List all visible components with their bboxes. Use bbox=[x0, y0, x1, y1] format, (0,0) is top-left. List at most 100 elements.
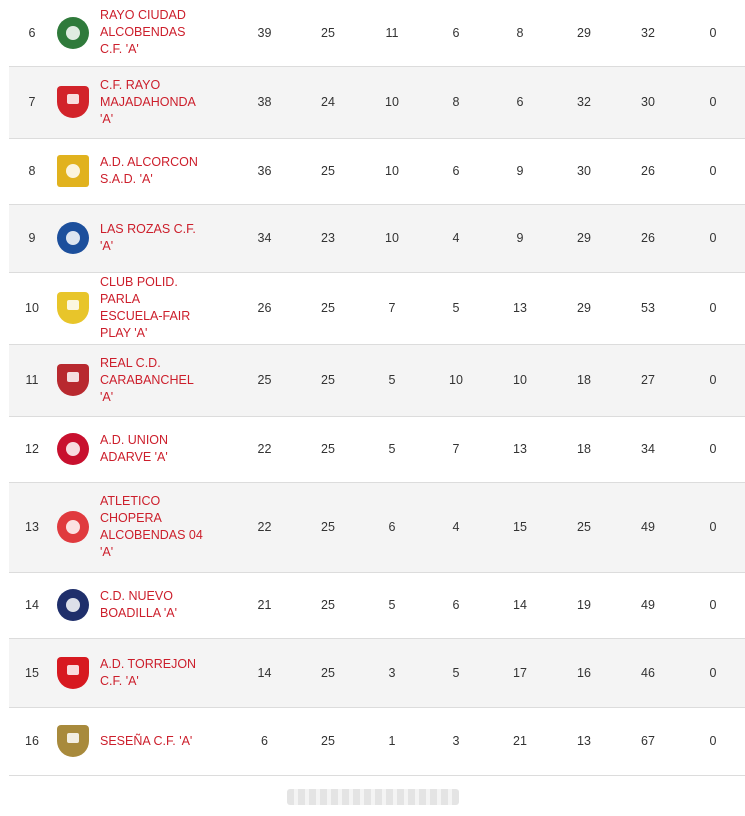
team-link[interactable]: RAYO CIUDAD ALCOBENDAS C.F. 'A' bbox=[100, 8, 186, 57]
won-cell: 5 bbox=[360, 572, 424, 639]
goals-for-cell: 30 bbox=[552, 138, 616, 205]
sanctions-cell: 0 bbox=[680, 204, 745, 273]
sesena-crest-icon bbox=[57, 725, 89, 757]
team-cell: C.D. NUEVO BOADILLA 'A' bbox=[97, 572, 233, 639]
won-cell: 10 bbox=[360, 66, 424, 139]
points-cell: 6 bbox=[233, 707, 296, 776]
won-cell: 7 bbox=[360, 272, 424, 345]
team-cell: CLUB POLID. PARLA ESCUELA-FAIR PLAY 'A' bbox=[97, 272, 233, 345]
sanctions-cell: 0 bbox=[680, 572, 745, 639]
crest-cell bbox=[55, 66, 97, 139]
real-carabanchel-crest-icon bbox=[57, 364, 89, 396]
lost-cell: 14 bbox=[488, 572, 552, 639]
crest-cell bbox=[55, 344, 97, 417]
lost-cell: 15 bbox=[488, 482, 552, 573]
crest-cell bbox=[55, 138, 97, 205]
team-link[interactable]: C.D. NUEVO BOADILLA 'A' bbox=[100, 589, 178, 620]
played-cell: 25 bbox=[296, 572, 360, 639]
atletico-chopera-crest-icon bbox=[57, 511, 89, 543]
played-cell: 25 bbox=[296, 482, 360, 573]
won-cell: 10 bbox=[360, 138, 424, 205]
goals-against-cell: 26 bbox=[616, 138, 680, 205]
lost-cell: 8 bbox=[488, 0, 552, 67]
sanctions-cell: 0 bbox=[680, 638, 745, 708]
team-cell: RAYO CIUDAD ALCOBENDAS C.F. 'A' bbox=[97, 0, 233, 67]
goals-against-cell: 27 bbox=[616, 344, 680, 417]
team-link[interactable]: C.F. RAYO MAJADAHONDA 'A' bbox=[100, 77, 196, 126]
team-link[interactable]: A.D. TORREJON C.F. 'A' bbox=[100, 656, 197, 688]
position-cell: 9 bbox=[9, 204, 55, 273]
goals-against-cell: 26 bbox=[616, 204, 680, 273]
team-cell: LAS ROZAS C.F. 'A' bbox=[97, 204, 233, 273]
team-link[interactable]: A.D. UNION ADARVE 'A' bbox=[100, 433, 169, 464]
standings-body: 6 RAYO CIUDAD ALCOBENDAS C.F. 'A' 39 25 11 6 8… bbox=[9, 0, 745, 776]
played-cell: 25 bbox=[296, 272, 360, 345]
goals-for-cell: 32 bbox=[552, 66, 616, 139]
crest-cell bbox=[55, 707, 97, 776]
drawn-cell: 6 bbox=[424, 572, 488, 639]
goals-against-cell: 32 bbox=[616, 0, 680, 67]
sanctions-cell: 0 bbox=[680, 0, 745, 67]
sanctions-cell: 0 bbox=[680, 344, 745, 417]
points-cell: 36 bbox=[233, 138, 296, 205]
played-cell: 25 bbox=[296, 344, 360, 417]
goals-for-cell: 29 bbox=[552, 204, 616, 273]
points-cell: 25 bbox=[233, 344, 296, 417]
goals-for-cell: 18 bbox=[552, 416, 616, 483]
drawn-cell: 6 bbox=[424, 0, 488, 67]
team-link[interactable]: LAS ROZAS C.F. 'A' bbox=[100, 222, 196, 253]
standings-table: 6 RAYO CIUDAD ALCOBENDAS C.F. 'A' 39 25 11 6 8… bbox=[9, 0, 745, 776]
position-cell: 16 bbox=[9, 707, 55, 776]
position-cell: 8 bbox=[9, 138, 55, 205]
table-row: 13 ATLETICO CHOPERA ALCOBENDAS 04 'A' 22 25… bbox=[9, 482, 745, 573]
drawn-cell: 3 bbox=[424, 707, 488, 776]
table-row: 7 C.F. RAYO MAJADAHONDA 'A' 38 24 10 8 6 32 30 0 bbox=[9, 66, 745, 139]
crest-cell bbox=[55, 482, 97, 573]
played-cell: 25 bbox=[296, 138, 360, 205]
played-cell: 25 bbox=[296, 638, 360, 708]
lost-cell: 13 bbox=[488, 272, 552, 345]
won-cell: 3 bbox=[360, 638, 424, 708]
sanctions-cell: 0 bbox=[680, 707, 745, 776]
played-cell: 25 bbox=[296, 0, 360, 67]
lost-cell: 9 bbox=[488, 204, 552, 273]
goals-against-cell: 67 bbox=[616, 707, 680, 776]
lost-cell: 6 bbox=[488, 66, 552, 139]
points-cell: 39 bbox=[233, 0, 296, 67]
team-cell: A.D. UNION ADARVE 'A' bbox=[97, 416, 233, 483]
table-row: 11 REAL C.D. CARABANCHEL 'A' 25 25 5 10 10 18 27… bbox=[9, 344, 745, 417]
goals-against-cell: 49 bbox=[616, 482, 680, 573]
position-cell: 14 bbox=[9, 572, 55, 639]
team-link[interactable]: SESEÑA C.F. 'A' bbox=[100, 733, 193, 748]
team-link[interactable]: ATLETICO CHOPERA ALCOBENDAS 04 'A' bbox=[100, 494, 203, 559]
position-cell: 15 bbox=[9, 638, 55, 708]
position-cell: 6 bbox=[9, 0, 55, 67]
ad-torrejon-crest-icon bbox=[57, 656, 89, 689]
crest-cell bbox=[55, 204, 97, 273]
sanctions-cell: 0 bbox=[680, 138, 745, 205]
points-cell: 22 bbox=[233, 416, 296, 483]
points-cell: 34 bbox=[233, 204, 296, 273]
team-cell: A.D. ALCORCON S.A.D. 'A' bbox=[97, 138, 233, 205]
table-row: 14 C.D. NUEVO BOADILLA 'A' 21 25 5 6 14 19 49 0 bbox=[9, 572, 745, 639]
position-cell: 7 bbox=[9, 66, 55, 139]
table-row: 6 RAYO CIUDAD ALCOBENDAS C.F. 'A' 39 25 11 6 8… bbox=[9, 0, 745, 67]
goals-for-cell: 25 bbox=[552, 482, 616, 573]
goals-for-cell: 19 bbox=[552, 572, 616, 639]
team-link[interactable]: A.D. ALCORCON S.A.D. 'A' bbox=[100, 155, 198, 186]
played-cell: 25 bbox=[296, 416, 360, 483]
won-cell: 6 bbox=[360, 482, 424, 573]
team-link[interactable]: CLUB POLID. PARLA ESCUELA-FAIR PLAY 'A' bbox=[100, 275, 191, 340]
lost-cell: 10 bbox=[488, 344, 552, 417]
crest-cell bbox=[55, 638, 97, 708]
lost-cell: 9 bbox=[488, 138, 552, 205]
played-cell: 25 bbox=[296, 707, 360, 776]
team-cell: A.D. TORREJON C.F. 'A' bbox=[97, 638, 233, 708]
goals-for-cell: 29 bbox=[552, 0, 616, 67]
goals-for-cell: 29 bbox=[552, 272, 616, 345]
drawn-cell: 5 bbox=[424, 272, 488, 345]
crest-cell bbox=[55, 272, 97, 345]
watermark bbox=[287, 789, 459, 805]
team-link[interactable]: REAL C.D. CARABANCHEL 'A' bbox=[100, 355, 194, 404]
sanctions-cell: 0 bbox=[680, 482, 745, 573]
